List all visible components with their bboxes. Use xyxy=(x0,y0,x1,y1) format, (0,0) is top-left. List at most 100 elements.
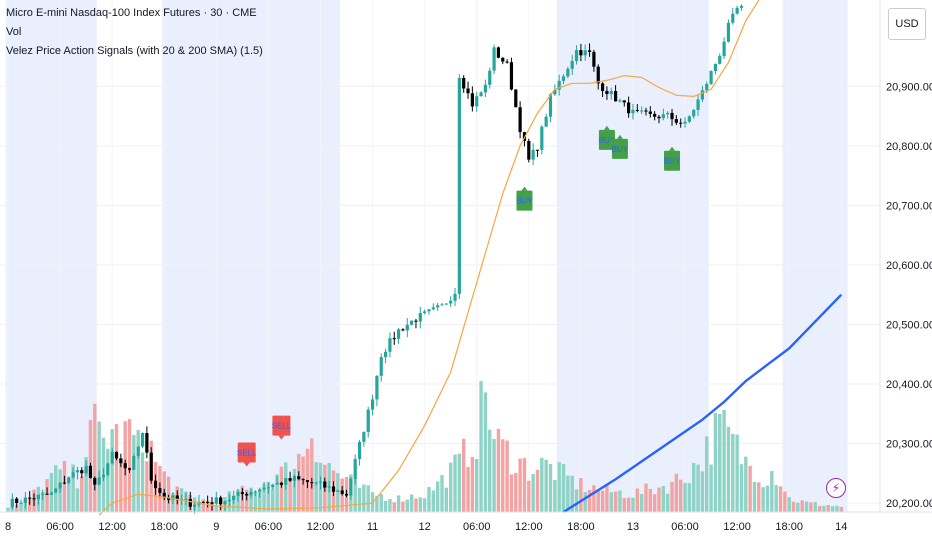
price-tick-label: 20,200.00 xyxy=(886,498,932,510)
currency-button[interactable]: USD xyxy=(888,8,926,40)
volume-bar xyxy=(297,453,301,512)
time-tick-label: 06:00 xyxy=(463,521,491,533)
time-tick-label: 11 xyxy=(367,521,378,533)
time-tick-label: 12:00 xyxy=(515,521,543,533)
candle-body xyxy=(631,109,635,114)
volume-bar xyxy=(652,494,657,512)
volume-bar xyxy=(19,502,23,512)
volume-bar xyxy=(778,486,783,512)
candle-body xyxy=(327,486,331,488)
symbol-title[interactable]: Micro E-mini Nasdaq-100 Index Futures · … xyxy=(6,7,257,19)
candle-body xyxy=(718,56,722,64)
volume-bar xyxy=(835,505,839,512)
candle-body xyxy=(279,482,284,485)
volume-bar xyxy=(427,486,431,512)
candle-body xyxy=(479,92,483,97)
candle-body xyxy=(405,324,409,331)
session-bands xyxy=(5,0,848,512)
volume-bar xyxy=(553,480,557,512)
candle-body xyxy=(449,300,453,304)
time-scale[interactable]: 8 06:00 12:00 18:00 9 06:00 12:00 11 12 06:00 12:0… xyxy=(5,521,847,533)
volume-bar xyxy=(679,479,683,512)
volume-bar xyxy=(522,457,527,512)
candle-body xyxy=(370,399,375,410)
time-tick-label: 12:00 xyxy=(723,521,751,533)
candle-body xyxy=(258,489,262,492)
price-scale[interactable]: 20,900.00 20,800.00 20,700.00 20,600.00 20,5… xyxy=(886,81,932,510)
candle-body xyxy=(23,497,27,503)
candle-body xyxy=(236,492,240,496)
candle-body xyxy=(696,99,700,110)
candle-body xyxy=(175,495,179,500)
candle-body xyxy=(618,100,622,102)
volume-bar xyxy=(62,460,67,512)
volume-bar xyxy=(544,459,548,512)
volume-bar xyxy=(783,491,787,512)
volume-bar xyxy=(739,464,744,512)
candle-body xyxy=(557,80,561,90)
volume-bar xyxy=(548,464,553,512)
volume-bar xyxy=(353,476,357,512)
candle-body xyxy=(106,463,110,475)
volume-bar xyxy=(661,485,666,512)
candle-body xyxy=(427,309,431,312)
candle-body xyxy=(496,47,501,58)
candle-body xyxy=(323,481,327,488)
sma-20-line xyxy=(98,0,760,516)
volume-bar xyxy=(140,452,145,512)
candle-body xyxy=(301,479,305,481)
candle-body xyxy=(36,494,40,500)
volume-indicator-label[interactable]: Vol xyxy=(6,26,22,38)
candle-body xyxy=(310,482,314,484)
candle-body xyxy=(149,452,153,481)
volume-bar xyxy=(535,469,540,512)
volume-bar xyxy=(292,468,297,512)
volume-bar xyxy=(731,433,735,512)
volume-bar xyxy=(709,464,713,512)
candle-body xyxy=(32,498,36,500)
lightning-icon[interactable]: ⚡ xyxy=(826,478,846,498)
candle-body xyxy=(605,90,609,95)
volume-bar xyxy=(670,481,674,512)
buy-signal-arrow xyxy=(603,125,610,130)
candle-body xyxy=(726,22,731,42)
candle-body xyxy=(184,498,188,500)
candle-body xyxy=(627,102,631,114)
candle-body xyxy=(587,50,592,52)
time-tick-label: 18:00 xyxy=(567,521,595,533)
volume-bar xyxy=(375,495,379,512)
volume-bar xyxy=(357,487,362,512)
candle-body xyxy=(166,497,171,500)
volume-bar xyxy=(722,409,726,512)
candle-body xyxy=(488,70,492,85)
candle-body xyxy=(687,116,691,122)
price-tick-label: 20,700.00 xyxy=(886,200,932,212)
candle-body xyxy=(466,88,470,94)
candle-body xyxy=(97,477,101,485)
candle-body xyxy=(574,50,579,61)
candle-body xyxy=(401,329,405,331)
candle-body xyxy=(375,375,379,400)
candle-body xyxy=(93,478,97,485)
volume-bar xyxy=(635,488,639,512)
candle-body xyxy=(566,68,570,77)
candle-body xyxy=(535,149,540,151)
candle-body xyxy=(392,338,396,340)
candle-body xyxy=(501,57,505,62)
candle-body xyxy=(344,493,349,496)
candle-body xyxy=(609,91,613,95)
time-tick-label: 12:00 xyxy=(98,521,126,533)
candle-body xyxy=(140,432,145,447)
candle-body xyxy=(596,66,600,84)
volume-bar xyxy=(266,481,271,512)
candle-body xyxy=(219,497,223,505)
volume-bar xyxy=(657,487,661,512)
buy-signal-arrow xyxy=(616,134,623,139)
volume-bar xyxy=(735,434,739,512)
volume-bar xyxy=(440,475,444,512)
candle-body xyxy=(666,112,670,115)
velez-indicator-label[interactable]: Velez Price Action Signals (with 20 & 20… xyxy=(6,45,263,57)
volume-bar xyxy=(466,466,470,512)
candle-body xyxy=(171,495,175,500)
